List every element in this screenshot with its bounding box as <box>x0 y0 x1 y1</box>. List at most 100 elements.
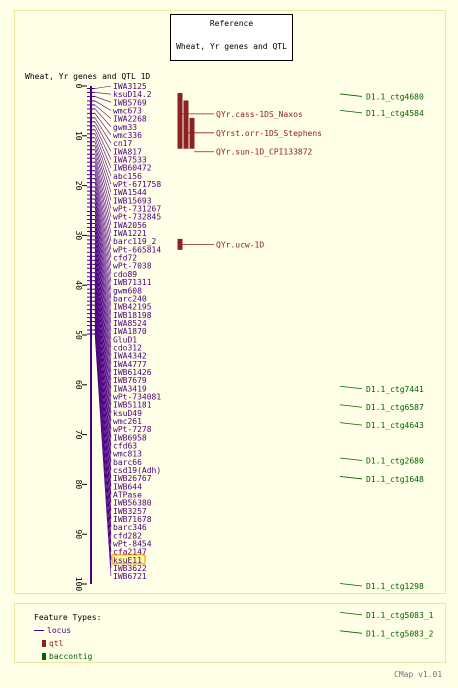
marker-leader-line <box>94 309 112 528</box>
marker-label[interactable]: cfd72 <box>113 254 137 263</box>
marker-label[interactable]: wPt-734081 <box>113 392 161 401</box>
marker-label[interactable]: IWA3125 <box>113 82 147 91</box>
qtl-label[interactable]: QYr.ucw-1D <box>216 240 264 249</box>
contig-label[interactable]: D1.1_ctg1648 <box>366 475 424 484</box>
marker-label[interactable]: IWB56380 <box>113 499 152 508</box>
marker-label[interactable]: barc66 <box>113 458 142 467</box>
contig-label[interactable]: D1.1_ctg6587 <box>366 403 424 412</box>
legend-frame <box>14 603 446 663</box>
marker-label[interactable]: wPt-8454 <box>113 540 152 549</box>
marker-label[interactable]: wmc813 <box>113 450 142 459</box>
marker-label[interactable]: IWB71311 <box>113 278 152 287</box>
map-title[interactable]: Wheat, Yr genes and QTL 1D <box>25 72 151 81</box>
qtl-label[interactable]: QYrst.orr-1DS_Stephens <box>216 129 322 138</box>
reference-title-box[interactable]: Reference Wheat, Yr genes and QTL <box>170 14 293 61</box>
legend-label-locus: locus <box>47 626 72 635</box>
qtl-bar[interactable] <box>183 100 189 149</box>
marker-label[interactable]: IWA7533 <box>113 156 147 165</box>
marker-label[interactable]: IWA4777 <box>113 360 147 369</box>
marker-label[interactable]: IWB15693 <box>113 196 152 205</box>
marker-label[interactable]: cfa2147 <box>113 548 147 557</box>
marker-label[interactable]: ATPase <box>113 491 142 500</box>
marker-label[interactable]: IWA4342 <box>113 352 147 361</box>
marker-label[interactable]: IWB60472 <box>113 164 152 173</box>
marker-label[interactable]: cfd63 <box>113 441 137 450</box>
marker-label[interactable]: cn17 <box>113 139 132 148</box>
marker-label[interactable]: ksuD49 <box>113 409 142 418</box>
qtl-bar[interactable] <box>177 238 183 250</box>
marker-label[interactable]: wmc673 <box>113 107 142 116</box>
contig-label[interactable]: D1.1_ctg7441 <box>366 385 424 394</box>
marker-label[interactable]: wmc336 <box>113 131 142 140</box>
qtl-label[interactable]: QYr.sun-1D_CPI133872 <box>216 148 313 157</box>
marker-label[interactable]: abc156 <box>113 172 142 181</box>
marker-label[interactable]: ksuE11 <box>113 556 142 565</box>
marker-label[interactable]: gwm33 <box>113 123 137 132</box>
marker-label[interactable]: IWA2268 <box>113 115 147 124</box>
marker-leader-line <box>94 235 112 381</box>
marker-label[interactable]: wPt-732845 <box>113 213 161 222</box>
legend-item-contig: baccontig <box>34 652 92 662</box>
legend-swatch-contig <box>42 653 46 660</box>
contig-label[interactable]: D1.1_ctg2680 <box>366 456 424 465</box>
marker-label[interactable]: IWB51181 <box>113 401 152 410</box>
marker-label[interactable]: IWB5769 <box>113 98 147 107</box>
marker-label[interactable]: IWA3419 <box>113 384 147 393</box>
qtl-label[interactable]: QYr.cass-1DS_Naxos <box>216 110 303 119</box>
marker-label[interactable]: wmc261 <box>113 417 142 426</box>
contig-label[interactable]: D1.1_ctg4680 <box>366 92 424 101</box>
marker-label[interactable]: barc240 <box>113 294 147 303</box>
contig-label[interactable]: D1.1_ctg5083_1 <box>366 611 434 620</box>
marker-label[interactable]: barc119_2 <box>113 237 157 246</box>
marker-label[interactable]: IWB3257 <box>113 507 147 516</box>
marker-label[interactable]: gwm608 <box>113 286 142 295</box>
reference-map-set[interactable]: Wheat, Yr genes and QTL <box>176 42 287 51</box>
marker-label[interactable]: IWB42195 <box>113 303 152 312</box>
marker-label[interactable]: barc346 <box>113 523 147 532</box>
marker-label[interactable]: IWA1544 <box>113 188 147 197</box>
marker-label[interactable]: IWA817 <box>113 147 142 156</box>
marker-label[interactable]: cdo312 <box>113 343 142 352</box>
marker-label[interactable]: IWA1870 <box>113 327 147 336</box>
contig-label[interactable]: D1.1_ctg1298 <box>366 582 424 591</box>
marker-label[interactable]: cfd282 <box>113 531 142 540</box>
marker-label[interactable]: IWB644 <box>113 482 142 491</box>
marker-label[interactable]: wPt-665814 <box>113 245 161 254</box>
marker-label[interactable]: IWB6958 <box>113 433 147 442</box>
marker-label[interactable]: wPt-731267 <box>113 205 161 214</box>
contig-leader-line <box>339 404 363 408</box>
marker-label[interactable]: csd19(Adh) <box>113 466 161 475</box>
contig-label[interactable]: D1.1_ctg4643 <box>366 421 424 430</box>
axis-tick-label: 0 <box>74 84 83 89</box>
marker-label[interactable]: GluD1 <box>113 335 137 344</box>
marker-label[interactable]: IWA8524 <box>113 319 147 328</box>
marker-label[interactable]: wPt-671758 <box>113 180 161 189</box>
axis-tick-label: 40 <box>74 280 83 290</box>
marker-label[interactable]: IWB6721 <box>113 572 147 581</box>
marker-label[interactable]: IWB3622 <box>113 564 147 573</box>
axis-tick-label: 20 <box>74 181 83 191</box>
marker-leader-line <box>94 219 112 348</box>
qtl-bar[interactable] <box>177 92 183 149</box>
marker-label[interactable]: IWB71678 <box>113 515 152 524</box>
marker-leader-line <box>94 121 112 152</box>
marker-label[interactable]: IWB18198 <box>113 311 152 320</box>
marker-leader-line <box>94 117 112 144</box>
marker-label[interactable]: IWB61426 <box>113 368 152 377</box>
axis-tick-label: 100 <box>74 577 83 592</box>
marker-label[interactable]: IWA2056 <box>113 221 147 230</box>
marker-label[interactable]: cdo89 <box>113 270 137 279</box>
contig-leader-line <box>339 385 363 390</box>
marker-label[interactable]: IWA1221 <box>113 229 147 238</box>
marker-label[interactable]: IWB26767 <box>113 474 152 483</box>
marker-label[interactable]: wPt-7038 <box>113 262 152 271</box>
contig-label[interactable]: D1.1_ctg5083_2 <box>366 629 434 638</box>
qtl-bar[interactable] <box>189 117 195 149</box>
marker-leader-line <box>94 100 112 111</box>
marker-label[interactable]: wPt-7278 <box>113 425 152 434</box>
marker-label[interactable]: IWB7679 <box>113 376 147 385</box>
marker-label[interactable]: ksuD14.2 <box>113 90 152 99</box>
marker-leader-line <box>94 260 112 430</box>
marker-leader-line <box>94 125 112 160</box>
contig-label[interactable]: D1.1_ctg4584 <box>366 109 424 118</box>
